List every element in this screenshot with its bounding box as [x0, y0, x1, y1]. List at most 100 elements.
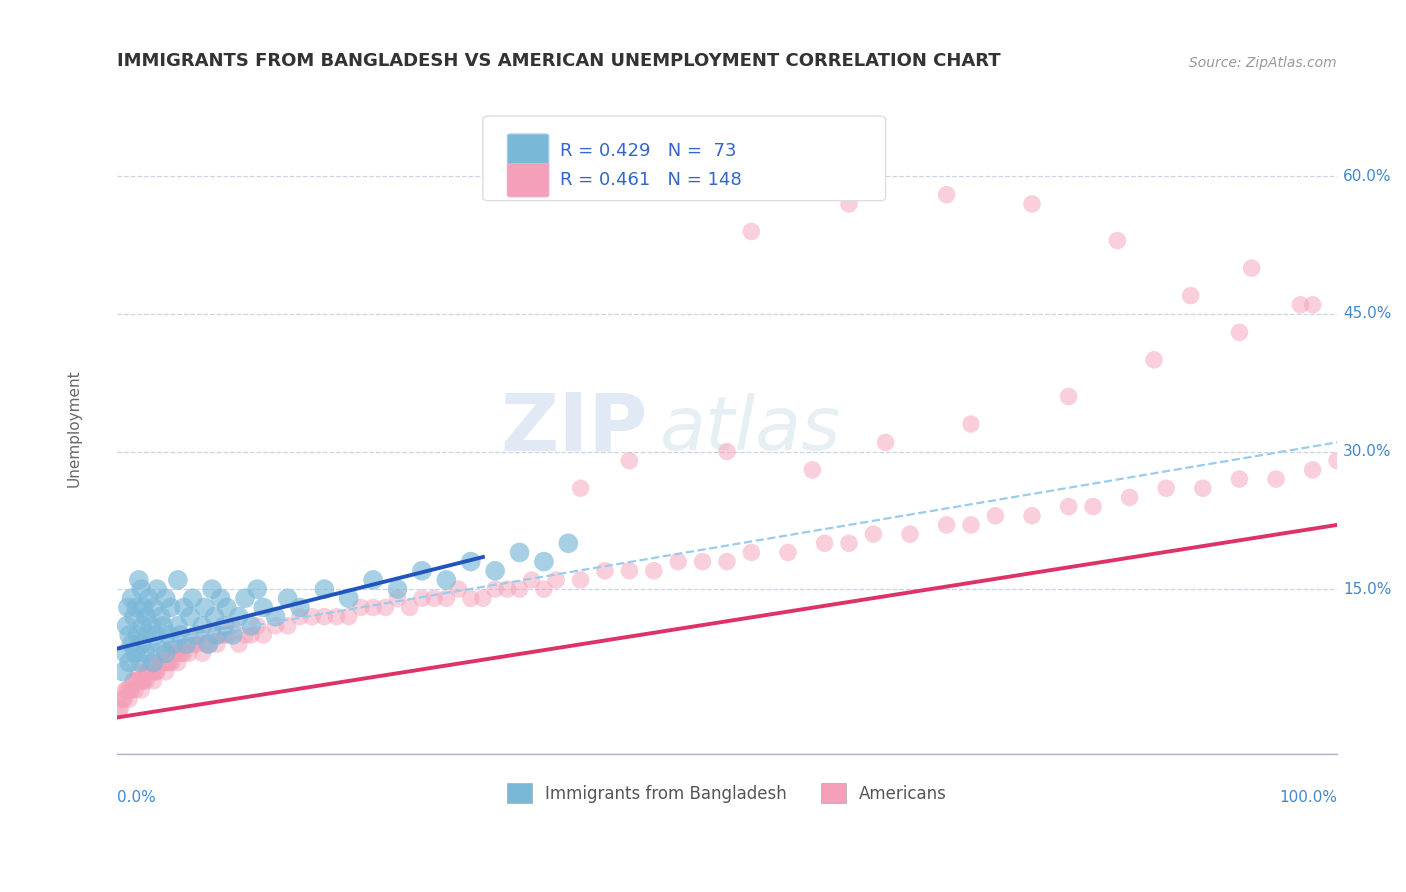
Text: ZIP: ZIP	[501, 390, 648, 467]
Point	[136, 665, 159, 679]
Point	[1302, 463, 1324, 477]
Point	[156, 656, 179, 670]
Point	[152, 656, 174, 670]
Point	[935, 187, 957, 202]
Text: 30.0%: 30.0%	[1343, 444, 1392, 459]
Point	[121, 673, 143, 688]
Point	[875, 435, 897, 450]
Point	[141, 665, 163, 679]
Point	[838, 197, 860, 211]
Point	[173, 646, 195, 660]
Point	[146, 665, 169, 679]
Point	[191, 646, 214, 660]
Point	[136, 628, 159, 642]
Point	[108, 701, 131, 715]
Point	[533, 555, 555, 569]
Point	[149, 656, 172, 670]
Point	[1021, 197, 1043, 211]
Point	[374, 600, 396, 615]
Point	[142, 673, 165, 688]
Point	[111, 692, 134, 706]
Point	[862, 527, 884, 541]
Point	[129, 673, 152, 688]
Point	[240, 628, 263, 642]
Point	[149, 656, 172, 670]
Point	[121, 683, 143, 698]
Point	[139, 619, 162, 633]
Point	[166, 637, 188, 651]
Point	[252, 600, 274, 615]
Point	[246, 619, 269, 633]
Point	[643, 564, 665, 578]
Point	[142, 656, 165, 670]
Point	[134, 665, 156, 679]
Point	[170, 646, 193, 660]
Point	[221, 619, 243, 633]
Point	[716, 444, 738, 458]
Point	[162, 637, 184, 651]
Point	[131, 619, 153, 633]
Point	[1081, 500, 1104, 514]
Point	[1021, 508, 1043, 523]
Text: Source: ZipAtlas.com: Source: ZipAtlas.com	[1189, 56, 1337, 70]
Point	[509, 582, 531, 596]
Point	[314, 609, 336, 624]
Text: atlas: atlas	[659, 392, 841, 465]
Point	[619, 453, 641, 467]
Point	[117, 683, 139, 698]
Point	[325, 609, 347, 624]
Point	[666, 555, 689, 569]
Point	[277, 619, 299, 633]
Point	[157, 628, 180, 642]
Point	[121, 637, 143, 651]
FancyBboxPatch shape	[508, 134, 548, 167]
Text: IMMIGRANTS FROM BANGLADESH VS AMERICAN UNEMPLOYMENT CORRELATION CHART: IMMIGRANTS FROM BANGLADESH VS AMERICAN U…	[117, 53, 1001, 70]
Point	[155, 646, 177, 660]
Point	[205, 628, 228, 642]
Point	[194, 637, 217, 651]
Point	[252, 628, 274, 642]
Point	[569, 573, 592, 587]
Point	[1057, 390, 1080, 404]
Point	[125, 600, 148, 615]
Point	[197, 637, 219, 651]
Text: Unemployment: Unemployment	[66, 370, 82, 487]
Point	[128, 665, 150, 679]
Point	[1229, 326, 1251, 340]
Point	[215, 600, 238, 615]
Point	[173, 600, 195, 615]
Point	[209, 591, 232, 606]
Point	[165, 646, 187, 660]
Point	[411, 564, 433, 578]
Point	[157, 656, 180, 670]
Point	[122, 673, 145, 688]
Text: 60.0%: 60.0%	[1343, 169, 1392, 184]
Point	[1180, 288, 1202, 302]
Point	[127, 628, 149, 642]
FancyBboxPatch shape	[508, 163, 548, 197]
Point	[139, 665, 162, 679]
Point	[460, 555, 482, 569]
Point	[111, 692, 134, 706]
Point	[1154, 481, 1177, 495]
Text: 15.0%: 15.0%	[1343, 582, 1392, 597]
Point	[194, 600, 217, 615]
Point	[149, 609, 172, 624]
Point	[1229, 472, 1251, 486]
Point	[277, 591, 299, 606]
Point	[217, 628, 239, 642]
Point	[484, 582, 506, 596]
Point	[447, 582, 470, 596]
Point	[301, 609, 323, 624]
Point	[212, 628, 235, 642]
Point	[125, 673, 148, 688]
Point	[181, 591, 204, 606]
Point	[1107, 234, 1129, 248]
Point	[187, 628, 209, 642]
Point	[288, 609, 311, 624]
Point	[813, 536, 835, 550]
Point	[183, 637, 205, 651]
Point	[163, 646, 186, 660]
Text: R = 0.461   N = 148: R = 0.461 N = 148	[560, 171, 741, 189]
Text: 45.0%: 45.0%	[1343, 307, 1392, 321]
